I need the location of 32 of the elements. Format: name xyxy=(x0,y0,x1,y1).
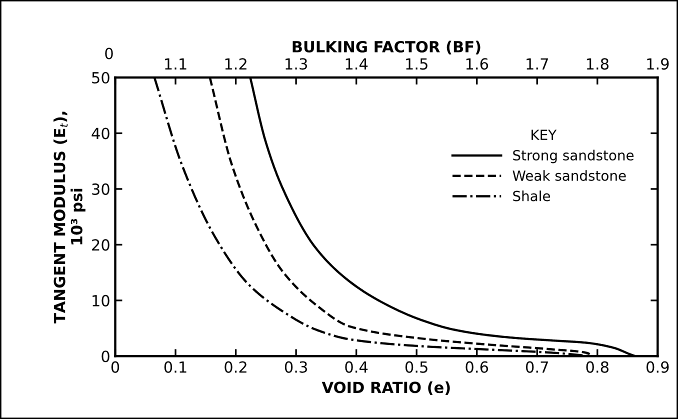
text: TANGENT MODULUS (E$_{t}$), 10³ psi xyxy=(54,112,86,324)
x2-tick-label: 1.8 xyxy=(586,58,608,70)
x-tick-label: 0.6 xyxy=(466,361,488,373)
x2-tick-label: 1.5 xyxy=(406,58,428,70)
legend-label: Shale xyxy=(513,190,550,202)
x-tick-label: 0.5 xyxy=(405,361,428,373)
y-tick-label: 10 xyxy=(92,294,110,306)
y-tick-label: 40 xyxy=(92,128,110,140)
legend-label: Strong sandstone xyxy=(513,150,634,164)
x-tick-label: 0 xyxy=(111,361,120,373)
y-tick-label: 20 xyxy=(92,239,110,251)
x2-tick-label: 1.3 xyxy=(286,58,307,70)
legend-label: Weak sandstone xyxy=(512,170,626,181)
x2-tick-label: 1.6 xyxy=(466,58,488,70)
legend-title: KEY xyxy=(532,130,557,140)
x-axis-title: VOID RATIO (e) xyxy=(322,381,450,395)
x-tick-label: 0.8 xyxy=(586,361,608,373)
x2-tick-label: 1.9 xyxy=(647,58,669,70)
x2-axis-title: BULKING FACTOR (BF) xyxy=(292,40,480,54)
y-tick-label: 0 xyxy=(102,350,110,362)
x-tick-label: 0.9 xyxy=(646,361,669,373)
x2-tick-label: 1.7 xyxy=(526,58,548,70)
y-tick-label: 50 xyxy=(92,72,110,84)
x-tick-label: 0.4 xyxy=(345,361,368,373)
x-tick-label: 0.3 xyxy=(284,361,307,373)
x2-tick-label: 1.4 xyxy=(346,58,368,70)
x-tick-label: 0.2 xyxy=(224,361,246,373)
y-tick-label: 30 xyxy=(92,183,110,195)
x2-tick-label: 1.2 xyxy=(225,58,246,70)
x-tick-label: 0.1 xyxy=(164,361,186,373)
x-tick-label: 0.7 xyxy=(526,361,548,373)
x2-tick-label: 1.1 xyxy=(165,58,186,70)
